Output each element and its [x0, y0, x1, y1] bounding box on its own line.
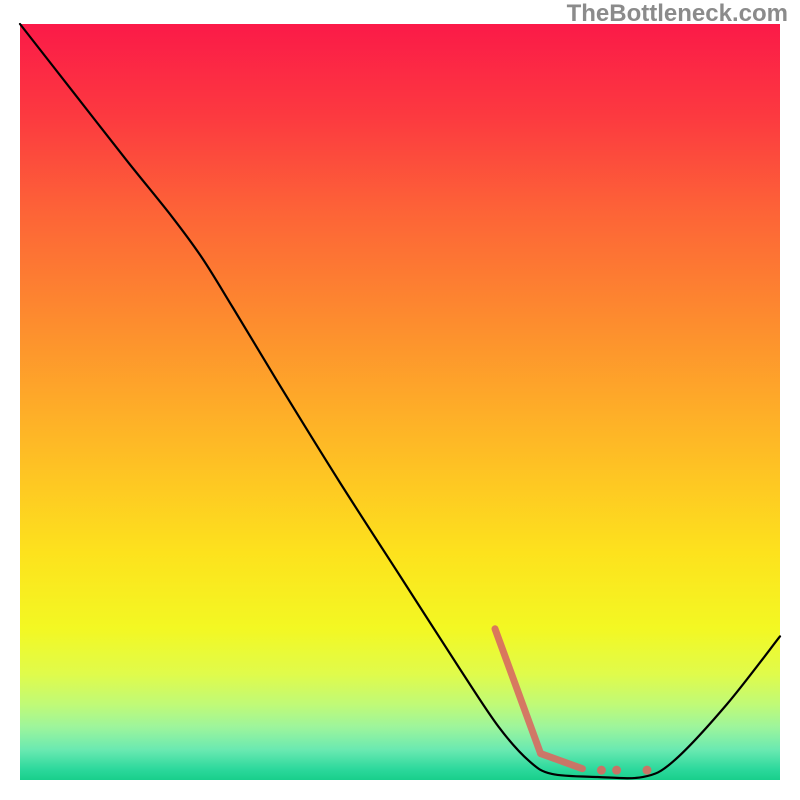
chart-container: TheBottleneck.com: [0, 0, 800, 800]
watermark-text: TheBottleneck.com: [567, 0, 788, 28]
chart-background: [20, 24, 780, 780]
chart-svg: [0, 0, 800, 800]
highlight-marker-dot: [597, 766, 606, 775]
highlight-marker-dot: [612, 766, 621, 775]
highlight-marker-dot: [643, 766, 652, 775]
